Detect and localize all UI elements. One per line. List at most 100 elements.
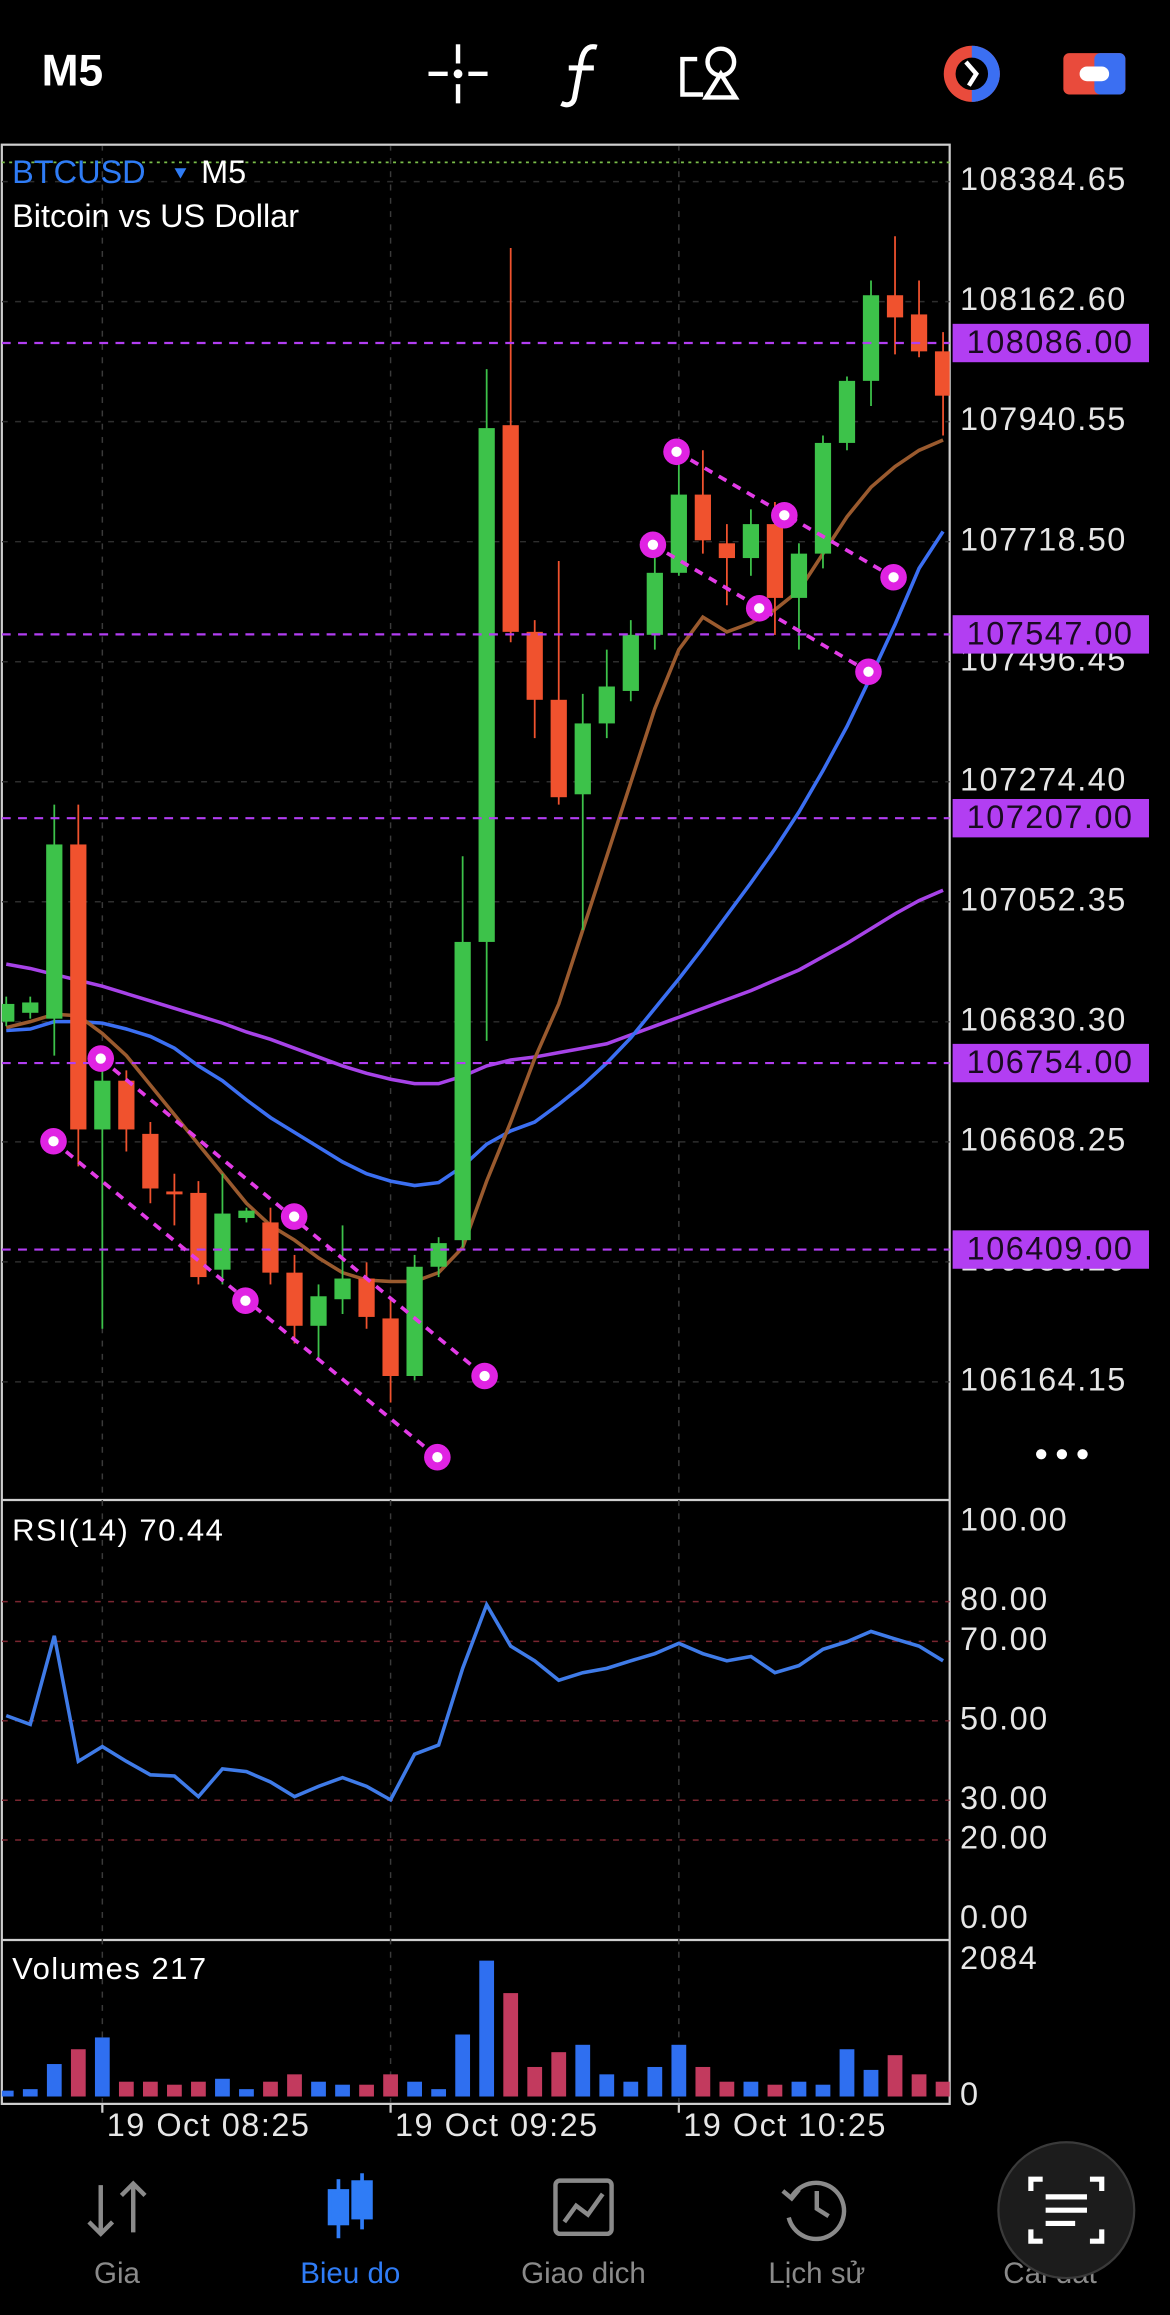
y-tick-label: 107718.50 [960, 521, 1127, 557]
rsi-line [5, 1600, 944, 1803]
volume-bar [239, 2089, 254, 2097]
nav-label[interactable]: Gia [94, 2257, 141, 2290]
volume-bar [118, 2081, 134, 2097]
y-tick-label: 108162.60 [960, 281, 1127, 317]
volume-bar [287, 2074, 302, 2097]
volume-bar [455, 2034, 471, 2097]
volume-bar [479, 1960, 495, 2097]
price-level-tag [952, 1043, 1149, 1083]
volume-bar [167, 2084, 182, 2097]
candle-body [262, 1222, 279, 1273]
floating-scan-button[interactable] [997, 2141, 1136, 2280]
crosshair-icon[interactable] [428, 44, 488, 104]
channel-anchor-centers [48, 446, 899, 1463]
volume-bar [839, 2049, 855, 2097]
y-tick-label: 70.00 [960, 1621, 1049, 1657]
y-tick-label: 0.00 [960, 1899, 1029, 1935]
candle-body [910, 314, 928, 352]
y-tick-label: 80.00 [960, 1581, 1049, 1617]
price-level-label: 106409.00 [967, 1231, 1134, 1267]
price-level-label: 107547.00 [967, 615, 1134, 651]
y-tick-label: 108384.65 [960, 161, 1127, 197]
candle-body [118, 1080, 135, 1130]
nav-icon-trade[interactable] [553, 2178, 614, 2237]
candle-body [838, 380, 856, 443]
candle-body [886, 295, 904, 318]
y-tick-label: 107274.40 [960, 761, 1127, 797]
candle-body [454, 941, 471, 1241]
objects-icon[interactable] [680, 46, 740, 100]
candle-body [430, 1243, 447, 1267]
volume-bar [191, 2081, 206, 2097]
volume-bar [215, 2078, 230, 2097]
symbol-name[interactable]: BTCUSD [12, 154, 146, 190]
price-level-tag [952, 615, 1149, 654]
y-tick-label: 0 [960, 2076, 980, 2112]
volume-bar [767, 2084, 783, 2097]
nav-label-active[interactable]: Bieu do [300, 2257, 400, 2290]
candle-body [862, 295, 880, 381]
volume-bar [671, 2044, 687, 2097]
axes: 19 Oct 08:25 19 Oct 09:25 19 Oct 10:25 1083… [101, 161, 1149, 2143]
symbol-dropdown[interactable] [174, 168, 187, 179]
y-tick-label: 106830.30 [960, 1001, 1127, 1037]
y-tick-label: 2084 [960, 1940, 1038, 1976]
candle-body [814, 442, 832, 554]
candle-body [502, 425, 519, 632]
candle-body [286, 1272, 303, 1326]
price-level-label: 106754.00 [967, 1044, 1134, 1080]
one-click-trading-icon[interactable] [1063, 53, 1126, 95]
rsi-title: RSI(14) 70.44 [12, 1513, 224, 1548]
volume-bar [695, 2066, 711, 2097]
candle-body [214, 1213, 231, 1270]
nav-icon-quotes[interactable] [87, 2180, 147, 2237]
chart-frame [0, 143, 951, 2105]
more-menu[interactable] [1036, 1449, 1088, 1460]
volume-bar [503, 1993, 519, 2097]
volume-bar [22, 2089, 38, 2097]
nav-icon-chart[interactable] [327, 2173, 373, 2239]
volume-bar [551, 2052, 567, 2097]
volume-bar [575, 2044, 591, 2097]
y-tick-label: 30.00 [960, 1780, 1049, 1816]
candle-body [334, 1278, 351, 1300]
volume-bar [142, 2081, 158, 2097]
volume-bar [46, 2064, 62, 2097]
plot-area [1, 236, 950, 2097]
price-level-label: 107207.00 [967, 799, 1134, 835]
symbol-description: Bitcoin vs US Dollar [12, 198, 299, 234]
candle-body [550, 699, 567, 798]
volume-bar [431, 2089, 447, 2097]
candle-body [934, 351, 950, 396]
volume-bar [911, 2074, 927, 2097]
candle-body [670, 494, 687, 573]
candle-body [766, 524, 784, 598]
volume-bar [719, 2081, 735, 2097]
nav-label[interactable]: Giao dich [521, 2257, 646, 2290]
candle-body [94, 1080, 111, 1130]
nav-label[interactable]: Lịch sử [768, 2257, 865, 2290]
candle-body [526, 631, 543, 700]
candle-body [46, 844, 63, 1019]
volume-bar [383, 2074, 398, 2097]
candle-body [742, 524, 760, 559]
x-tick-label: 19 Oct 10:25 [683, 2107, 887, 2143]
volume-bar [335, 2084, 350, 2097]
y-tick-label: 107052.35 [960, 881, 1127, 917]
volume-bar [599, 2074, 615, 2097]
y-tick-label: 100.00 [960, 1502, 1068, 1538]
volume-bar [1, 2090, 14, 2097]
nav-icon-history[interactable] [781, 2180, 847, 2242]
y-tick-label: 106164.15 [960, 1361, 1127, 1397]
timeframe-button[interactable]: M5 [42, 47, 104, 96]
volume-bar [94, 2037, 110, 2097]
candle-body [406, 1266, 423, 1377]
candle-body [190, 1192, 207, 1278]
indicator-icon[interactable] [560, 44, 598, 108]
chart-timeframe: M5 [201, 154, 246, 190]
y-tick-label: 20.00 [960, 1820, 1049, 1856]
trade-signal-icon[interactable] [943, 45, 1000, 102]
candle-body [598, 686, 615, 724]
volume-bar [647, 2066, 663, 2097]
